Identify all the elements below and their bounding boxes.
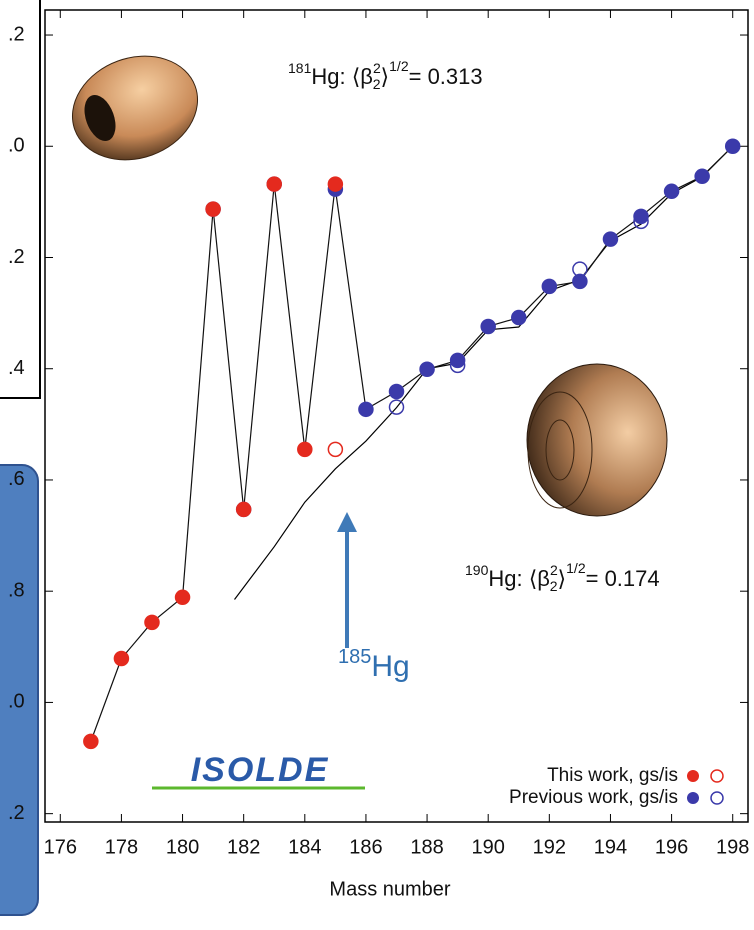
x-tick-label: 186 bbox=[349, 836, 382, 858]
point-gs bbox=[267, 177, 281, 191]
legend-label: This work, gs/is bbox=[547, 765, 678, 786]
point-gs bbox=[359, 402, 373, 416]
annotation-part: 1/2 bbox=[389, 58, 409, 74]
point-gs bbox=[84, 734, 98, 748]
y-tick-label: .6 bbox=[8, 468, 25, 490]
legend-label: Previous work, gs/is bbox=[509, 787, 678, 808]
x-tick-label: 188 bbox=[410, 836, 443, 858]
y-tick-label: .4 bbox=[8, 357, 25, 379]
y-tick-label: .0 bbox=[8, 135, 25, 157]
annotation-part: ⟩ bbox=[558, 566, 567, 591]
x-tick-label: 198 bbox=[716, 836, 749, 858]
y-tick-label: .2 bbox=[8, 802, 25, 824]
annotation-part: = 0.313 bbox=[409, 64, 483, 89]
logo: ISOLDE bbox=[191, 751, 330, 789]
annotation-part: 2 bbox=[550, 578, 558, 594]
x-tick-label: 192 bbox=[533, 836, 566, 858]
x-tick-label: 196 bbox=[655, 836, 688, 858]
x-tick-label: 194 bbox=[594, 836, 627, 858]
point-gs bbox=[328, 177, 342, 191]
x-tick-label: 180 bbox=[166, 836, 199, 858]
point-gs bbox=[726, 139, 740, 153]
annotation-part: Hg: ⟨β bbox=[311, 64, 373, 89]
annotation-part: 190 bbox=[465, 562, 489, 578]
legend-marker-gs bbox=[687, 792, 699, 804]
x-tick-label: 190 bbox=[472, 836, 505, 858]
x-tick-label: 178 bbox=[105, 836, 138, 858]
legend-marker-gs bbox=[687, 770, 699, 782]
point-gs bbox=[145, 615, 159, 629]
point-gs bbox=[298, 442, 312, 456]
annotation-part: 1/2 bbox=[566, 560, 586, 576]
ellipsoid-190 bbox=[527, 364, 667, 516]
annotation-part: 2 bbox=[373, 76, 381, 92]
point-gs bbox=[603, 232, 617, 246]
y-tick-label: .2 bbox=[8, 23, 25, 45]
annotation-part: Hg: ⟨β bbox=[488, 566, 550, 591]
point-gs bbox=[512, 311, 526, 325]
x-tick-label: 182 bbox=[227, 836, 260, 858]
point-gs bbox=[420, 362, 434, 376]
chart: 185Hg ISOLDE Mass number .2.0.2.4.6.8.0.… bbox=[0, 0, 754, 930]
x-axis-label: Mass number bbox=[329, 878, 450, 900]
point-gs bbox=[665, 184, 679, 198]
point-gs bbox=[114, 651, 128, 665]
point-gs bbox=[206, 202, 220, 216]
point-gs bbox=[481, 319, 495, 333]
y-tick-label: .8 bbox=[8, 579, 25, 601]
annotation-part: 181 bbox=[288, 60, 312, 76]
point-gs bbox=[237, 502, 251, 516]
annotation-part: ⟩ bbox=[381, 64, 390, 89]
x-tick-label: 176 bbox=[44, 836, 77, 858]
y-tick-label: .2 bbox=[8, 246, 25, 268]
point-gs bbox=[176, 590, 190, 604]
point-gs bbox=[542, 279, 556, 293]
point-gs bbox=[390, 385, 404, 399]
point-gs bbox=[695, 169, 709, 183]
y-tick-label: .0 bbox=[8, 691, 25, 713]
x-tick-label: 184 bbox=[288, 836, 321, 858]
annotation-part: = 0.174 bbox=[586, 566, 660, 591]
